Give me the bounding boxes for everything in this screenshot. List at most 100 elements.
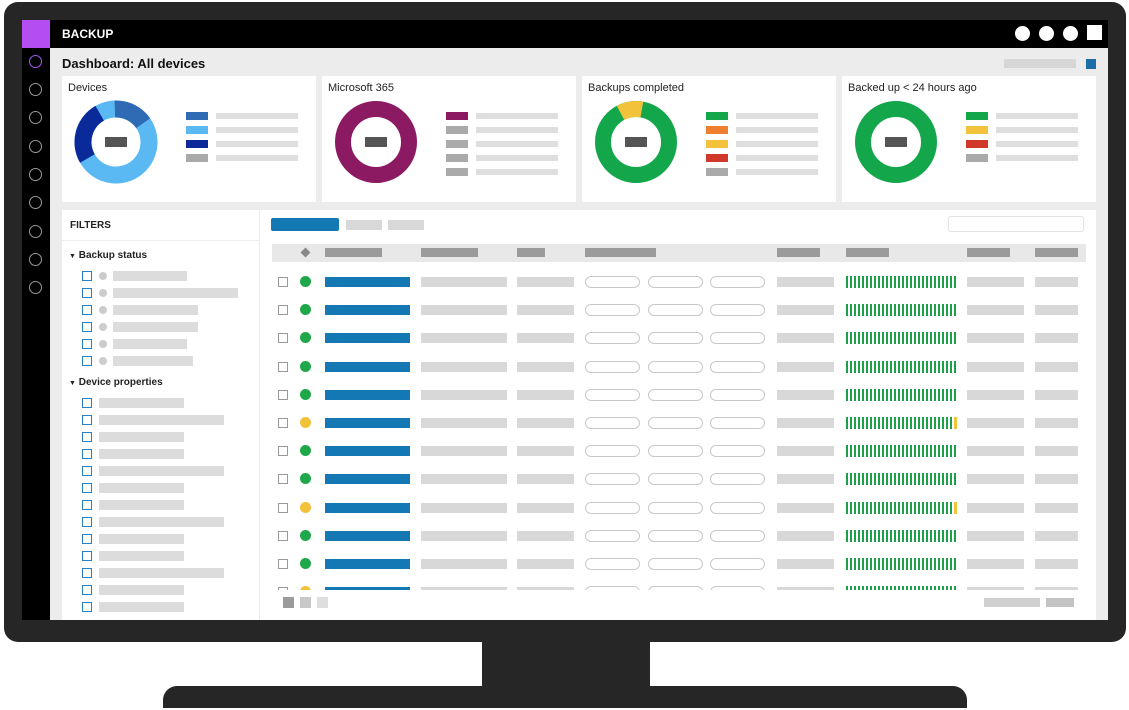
window-button-2[interactable]	[1039, 26, 1054, 41]
filter-checkbox[interactable]	[82, 449, 92, 459]
nav-item-1-icon[interactable]	[29, 55, 42, 68]
backed-up-24h-card[interactable]: Backed up < 24 hours ago	[842, 76, 1096, 202]
filter-checkbox[interactable]	[82, 339, 92, 349]
filter-checkbox[interactable]	[82, 305, 92, 315]
row-checkbox[interactable]	[278, 361, 288, 372]
filter-option-label	[113, 288, 238, 298]
nav-item-2-icon[interactable]	[29, 83, 42, 96]
maximize-button[interactable]	[1087, 25, 1102, 40]
row-checkbox[interactable]	[278, 333, 288, 344]
table-row[interactable]	[272, 409, 1086, 437]
filter-checkbox[interactable]	[82, 568, 92, 578]
device-name-link[interactable]	[325, 277, 410, 287]
filter-option-label	[99, 585, 184, 595]
data-source-pill	[585, 473, 640, 486]
device-name-link[interactable]	[325, 474, 410, 485]
filter-checkbox[interactable]	[82, 415, 92, 425]
table-row[interactable]	[272, 324, 1086, 352]
tab-2[interactable]	[346, 220, 382, 230]
pagination-page-1[interactable]	[283, 597, 294, 608]
tab-active[interactable]	[271, 218, 339, 231]
window-button-1[interactable]	[1015, 26, 1030, 41]
microsoft-365-card[interactable]: Microsoft 365	[322, 76, 576, 202]
backups-completed-card[interactable]: Backups completed	[582, 76, 836, 202]
filter-checkbox[interactable]	[82, 356, 92, 366]
device-name-link[interactable]	[325, 446, 410, 457]
devices-donut-chart	[74, 100, 158, 184]
filter-checkbox[interactable]	[82, 585, 92, 595]
header-square-icon[interactable]	[1086, 59, 1096, 69]
row-checkbox[interactable]	[278, 530, 288, 541]
device-name-link[interactable]	[325, 418, 410, 428]
row-checkbox[interactable]	[278, 559, 288, 569]
filter-checkbox[interactable]	[82, 551, 92, 561]
nav-item-7-icon[interactable]	[29, 225, 42, 238]
nav-item-9-icon[interactable]	[29, 281, 42, 294]
filter-checkbox[interactable]	[82, 517, 92, 527]
row-checkbox[interactable]	[278, 305, 288, 316]
device-name-link[interactable]	[325, 361, 410, 372]
row-checkbox[interactable]	[278, 474, 288, 485]
filter-checkbox[interactable]	[82, 322, 92, 332]
filter-checkbox[interactable]	[82, 398, 92, 408]
table-row[interactable]	[272, 296, 1086, 324]
row-checkbox[interactable]	[278, 502, 288, 513]
device-name-link[interactable]	[325, 587, 410, 590]
device-name-link[interactable]	[325, 389, 410, 400]
device-name-link[interactable]	[325, 333, 410, 344]
pagination-size[interactable]	[1046, 598, 1074, 607]
column-header[interactable]	[846, 248, 889, 257]
nav-item-8-icon[interactable]	[29, 253, 42, 266]
filter-checkbox[interactable]	[82, 288, 92, 298]
column-header[interactable]	[325, 248, 382, 257]
window-button-3[interactable]	[1063, 26, 1078, 41]
table-row[interactable]	[272, 550, 1086, 578]
row-checkbox[interactable]	[278, 389, 288, 400]
filter-checkbox[interactable]	[82, 500, 92, 510]
device-name-link[interactable]	[325, 559, 410, 569]
pagination-page-3[interactable]	[317, 597, 328, 608]
header-control[interactable]	[1004, 59, 1076, 68]
table-row[interactable]	[272, 465, 1086, 493]
filter-option-label	[113, 339, 187, 349]
column-header[interactable]	[967, 248, 1010, 257]
tab-3[interactable]	[388, 220, 424, 230]
column-header[interactable]	[585, 248, 656, 257]
row-checkbox[interactable]	[278, 277, 288, 287]
device-properties-section-toggle[interactable]: ▼ Device properties	[69, 377, 163, 388]
filter-checkbox[interactable]	[82, 602, 92, 612]
table-row[interactable]	[272, 268, 1086, 296]
table-row[interactable]	[272, 578, 1086, 590]
device-name-link[interactable]	[325, 305, 410, 316]
status-dot-icon	[300, 529, 311, 541]
backup-status-section-toggle[interactable]: ▼ Backup status	[69, 250, 147, 261]
nav-item-4-icon[interactable]	[29, 140, 42, 153]
diamond-icon[interactable]	[300, 247, 311, 258]
column-header[interactable]	[777, 248, 820, 257]
column-header[interactable]	[517, 248, 545, 257]
table-row[interactable]	[272, 437, 1086, 465]
pagination-page-2[interactable]	[300, 597, 311, 608]
table-row[interactable]	[272, 381, 1086, 409]
row-checkbox[interactable]	[278, 587, 288, 590]
table-row[interactable]	[272, 522, 1086, 550]
donut-center-value	[365, 137, 387, 147]
filter-checkbox[interactable]	[82, 271, 92, 281]
row-checkbox[interactable]	[278, 418, 288, 428]
row-checkbox[interactable]	[278, 446, 288, 457]
nav-item-6-icon[interactable]	[29, 196, 42, 209]
filter-checkbox[interactable]	[82, 534, 92, 544]
filter-checkbox[interactable]	[82, 483, 92, 493]
column-header[interactable]	[1035, 248, 1078, 257]
filter-checkbox[interactable]	[82, 466, 92, 476]
nav-item-3-icon[interactable]	[29, 111, 42, 124]
device-name-link[interactable]	[325, 530, 410, 541]
search-input[interactable]	[948, 216, 1084, 232]
device-name-link[interactable]	[325, 502, 410, 513]
column-header[interactable]	[421, 248, 478, 257]
filter-checkbox[interactable]	[82, 432, 92, 442]
table-row[interactable]	[272, 353, 1086, 381]
devices-card[interactable]: Devices	[62, 76, 316, 202]
nav-item-5-icon[interactable]	[29, 168, 42, 181]
table-row[interactable]	[272, 494, 1086, 522]
